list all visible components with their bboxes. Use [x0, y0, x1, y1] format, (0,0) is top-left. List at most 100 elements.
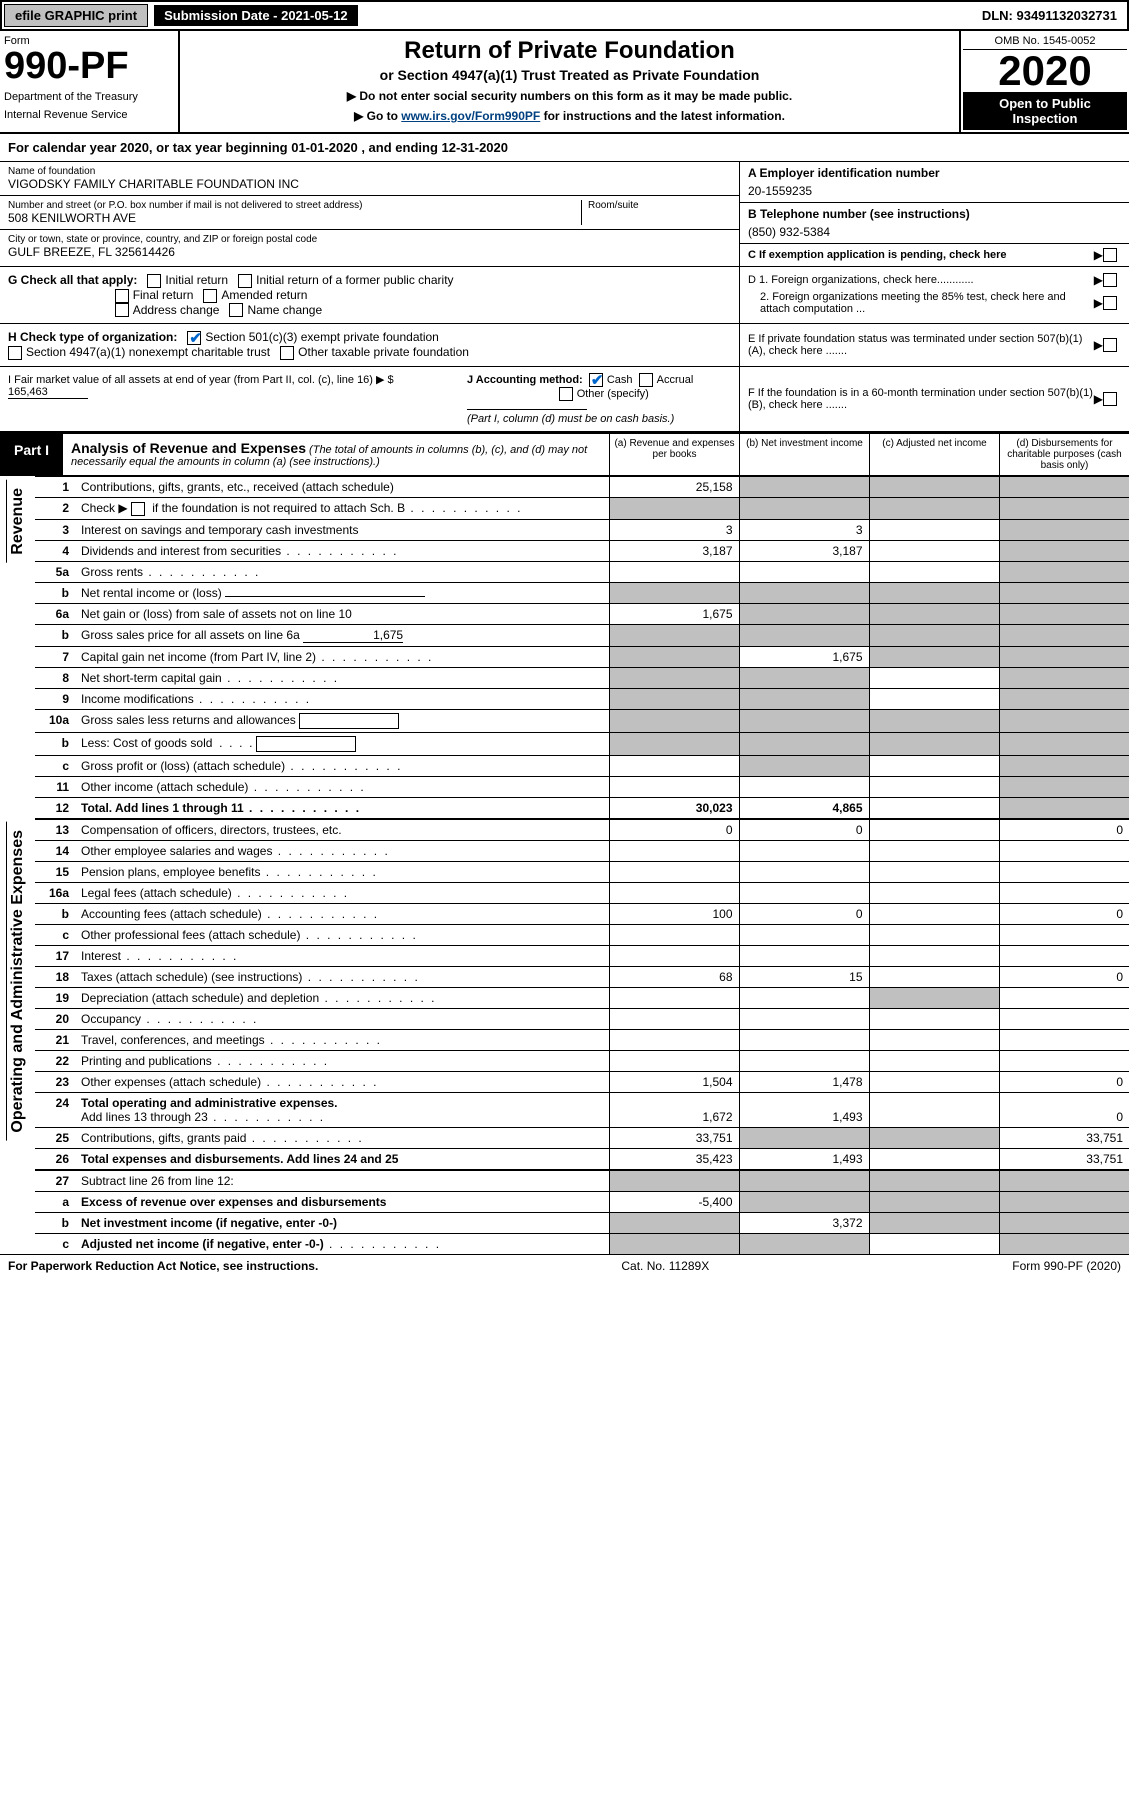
identification-block: Name of foundation VIGODSKY FAMILY CHARI… — [0, 162, 1129, 267]
other-method-label: Other (specify) — [577, 388, 649, 400]
phone-value: (850) 932-5384 — [748, 221, 1121, 239]
instr-ssn: ▶ Do not enter social security numbers o… — [186, 89, 953, 103]
col-d-header: (d) Disbursements for charitable purpose… — [999, 434, 1129, 475]
table-row: bGross sales price for all assets on lin… — [0, 624, 1129, 646]
other-specify-field[interactable] — [467, 409, 587, 410]
f-checkbox[interactable] — [1103, 392, 1117, 406]
s501-checkbox[interactable] — [187, 331, 201, 345]
revenue-side-label: Revenue — [6, 480, 29, 563]
table-row: 2Check ▶ if the foundation is not requir… — [0, 498, 1129, 520]
s4947-label: Section 4947(a)(1) nonexempt charitable … — [26, 345, 270, 359]
table-row: 3Interest on savings and temporary cash … — [0, 519, 1129, 540]
exemption-checkbox[interactable] — [1103, 248, 1117, 262]
irs-link[interactable]: www.irs.gov/Form990PF — [401, 109, 540, 123]
form-subtitle: or Section 4947(a)(1) Trust Treated as P… — [186, 67, 953, 83]
addr-label: Number and street (or P.O. box number if… — [8, 200, 581, 211]
table-row: cOther professional fees (attach schedul… — [0, 924, 1129, 945]
d2-checkbox[interactable] — [1103, 296, 1117, 310]
addr-change-checkbox[interactable] — [115, 303, 129, 317]
table-row: 15Pension plans, employee benefits — [0, 861, 1129, 882]
submission-date: Submission Date - 2021-05-12 — [154, 5, 358, 26]
table-row: Operating and Administrative Expenses 13… — [0, 819, 1129, 841]
final-return-label: Final return — [133, 288, 194, 302]
s4947-checkbox[interactable] — [8, 346, 22, 360]
part1-title: Analysis of Revenue and Expenses — [71, 440, 306, 456]
table-row: bLess: Cost of goods sold . . . . — [0, 732, 1129, 755]
table-row: bNet investment income (if negative, ent… — [0, 1212, 1129, 1233]
table-row: 11Other income (attach schedule) — [0, 776, 1129, 797]
name-change-checkbox[interactable] — [229, 303, 243, 317]
part1-header: Part I Analysis of Revenue and Expenses … — [0, 432, 1129, 476]
arrow-icon: ▶ — [1094, 248, 1103, 262]
instr-goto-pre: ▶ Go to — [354, 109, 401, 123]
table-row: 21Travel, conferences, and meetings — [0, 1029, 1129, 1050]
room-label: Room/suite — [588, 200, 731, 211]
f-label: F If the foundation is in a 60-month ter… — [748, 387, 1094, 411]
table-row: 7Capital gain net income (from Part IV, … — [0, 646, 1129, 667]
schb-checkbox[interactable] — [131, 502, 145, 516]
instr-goto-post: for instructions and the latest informat… — [540, 109, 785, 123]
table-row: 5aGross rents — [0, 561, 1129, 582]
table-row: 9Income modifications — [0, 688, 1129, 709]
amended-checkbox[interactable] — [203, 289, 217, 303]
cat-number: Cat. No. 11289X — [621, 1259, 709, 1273]
ein-label: A Employer identification number — [748, 166, 1121, 180]
table-row: 24Total operating and administrative exp… — [0, 1092, 1129, 1127]
table-row: 25Contributions, gifts, grants paid33,75… — [0, 1127, 1129, 1148]
other-method-checkbox[interactable] — [559, 387, 573, 401]
name-label: Name of foundation — [8, 166, 731, 177]
accrual-checkbox[interactable] — [639, 373, 653, 387]
j-label: J Accounting method: — [467, 374, 583, 386]
addr-change-label: Address change — [133, 303, 220, 317]
table-row: 18Taxes (attach schedule) (see instructi… — [0, 966, 1129, 987]
amended-label: Amended return — [221, 288, 307, 302]
street-address: 508 KENILWORTH AVE — [8, 211, 581, 225]
d1-checkbox[interactable] — [1103, 273, 1117, 287]
initial-return-label: Initial return — [165, 273, 228, 287]
section-g: G Check all that apply: Initial return I… — [0, 267, 1129, 324]
tax-year: 2020 — [963, 50, 1127, 92]
top-bar: efile GRAPHIC print Submission Date - 20… — [0, 0, 1129, 31]
arrow-icon: ▶ — [1094, 392, 1103, 406]
initial-return-checkbox[interactable] — [147, 274, 161, 288]
d1-label: D 1. Foreign organizations, check here..… — [748, 274, 1094, 286]
arrow-icon: ▶ — [1094, 273, 1103, 287]
city-label: City or town, state or province, country… — [8, 234, 731, 245]
dept-irs: Internal Revenue Service — [4, 109, 174, 121]
other-taxable-checkbox[interactable] — [280, 346, 294, 360]
ein-value: 20-1559235 — [748, 180, 1121, 198]
table-row: 27Subtract line 26 from line 12: — [0, 1170, 1129, 1192]
fmv-value: 165,463 — [8, 386, 88, 399]
table-row: 19Depreciation (attach schedule) and dep… — [0, 987, 1129, 1008]
exemption-label: C If exemption application is pending, c… — [748, 249, 1094, 261]
open-to-public: Open to Public Inspection — [963, 92, 1127, 130]
table-row: 26Total expenses and disbursements. Add … — [0, 1148, 1129, 1170]
dln: DLN: 93491132032731 — [972, 5, 1127, 26]
table-row: 23Other expenses (attach schedule)1,5041… — [0, 1071, 1129, 1092]
table-row: 4Dividends and interest from securities3… — [0, 540, 1129, 561]
calendar-year: For calendar year 2020, or tax year begi… — [0, 134, 1129, 162]
expenses-side-label: Operating and Administrative Expenses — [6, 822, 29, 1141]
j-note: (Part I, column (d) must be on cash basi… — [467, 413, 674, 425]
h-label: H Check type of organization: — [8, 330, 177, 344]
paperwork-notice: For Paperwork Reduction Act Notice, see … — [8, 1259, 318, 1273]
table-row: 17Interest — [0, 945, 1129, 966]
section-h: H Check type of organization: Section 50… — [0, 324, 1129, 367]
foundation-name: VIGODSKY FAMILY CHARITABLE FOUNDATION IN… — [8, 177, 731, 191]
form-title: Return of Private Foundation — [186, 37, 953, 65]
initial-former-checkbox[interactable] — [238, 274, 252, 288]
arrow-icon: ▶ — [1094, 296, 1103, 310]
e-checkbox[interactable] — [1103, 338, 1117, 352]
col-a-header: (a) Revenue and expenses per books — [609, 434, 739, 475]
d2-label: 2. Foreign organizations meeting the 85%… — [748, 291, 1094, 315]
cash-checkbox[interactable] — [589, 373, 603, 387]
accrual-label: Accrual — [657, 374, 694, 386]
part1-table: Revenue 1Contributions, gifts, grants, e… — [0, 476, 1129, 1254]
efile-print-button[interactable]: efile GRAPHIC print — [4, 4, 148, 27]
table-row: aExcess of revenue over expenses and dis… — [0, 1191, 1129, 1212]
table-row: bNet rental income or (loss) — [0, 582, 1129, 603]
other-taxable-label: Other taxable private foundation — [298, 345, 469, 359]
final-return-checkbox[interactable] — [115, 289, 129, 303]
table-row: 6aNet gain or (loss) from sale of assets… — [0, 603, 1129, 624]
table-row: Revenue 1Contributions, gifts, grants, e… — [0, 477, 1129, 498]
